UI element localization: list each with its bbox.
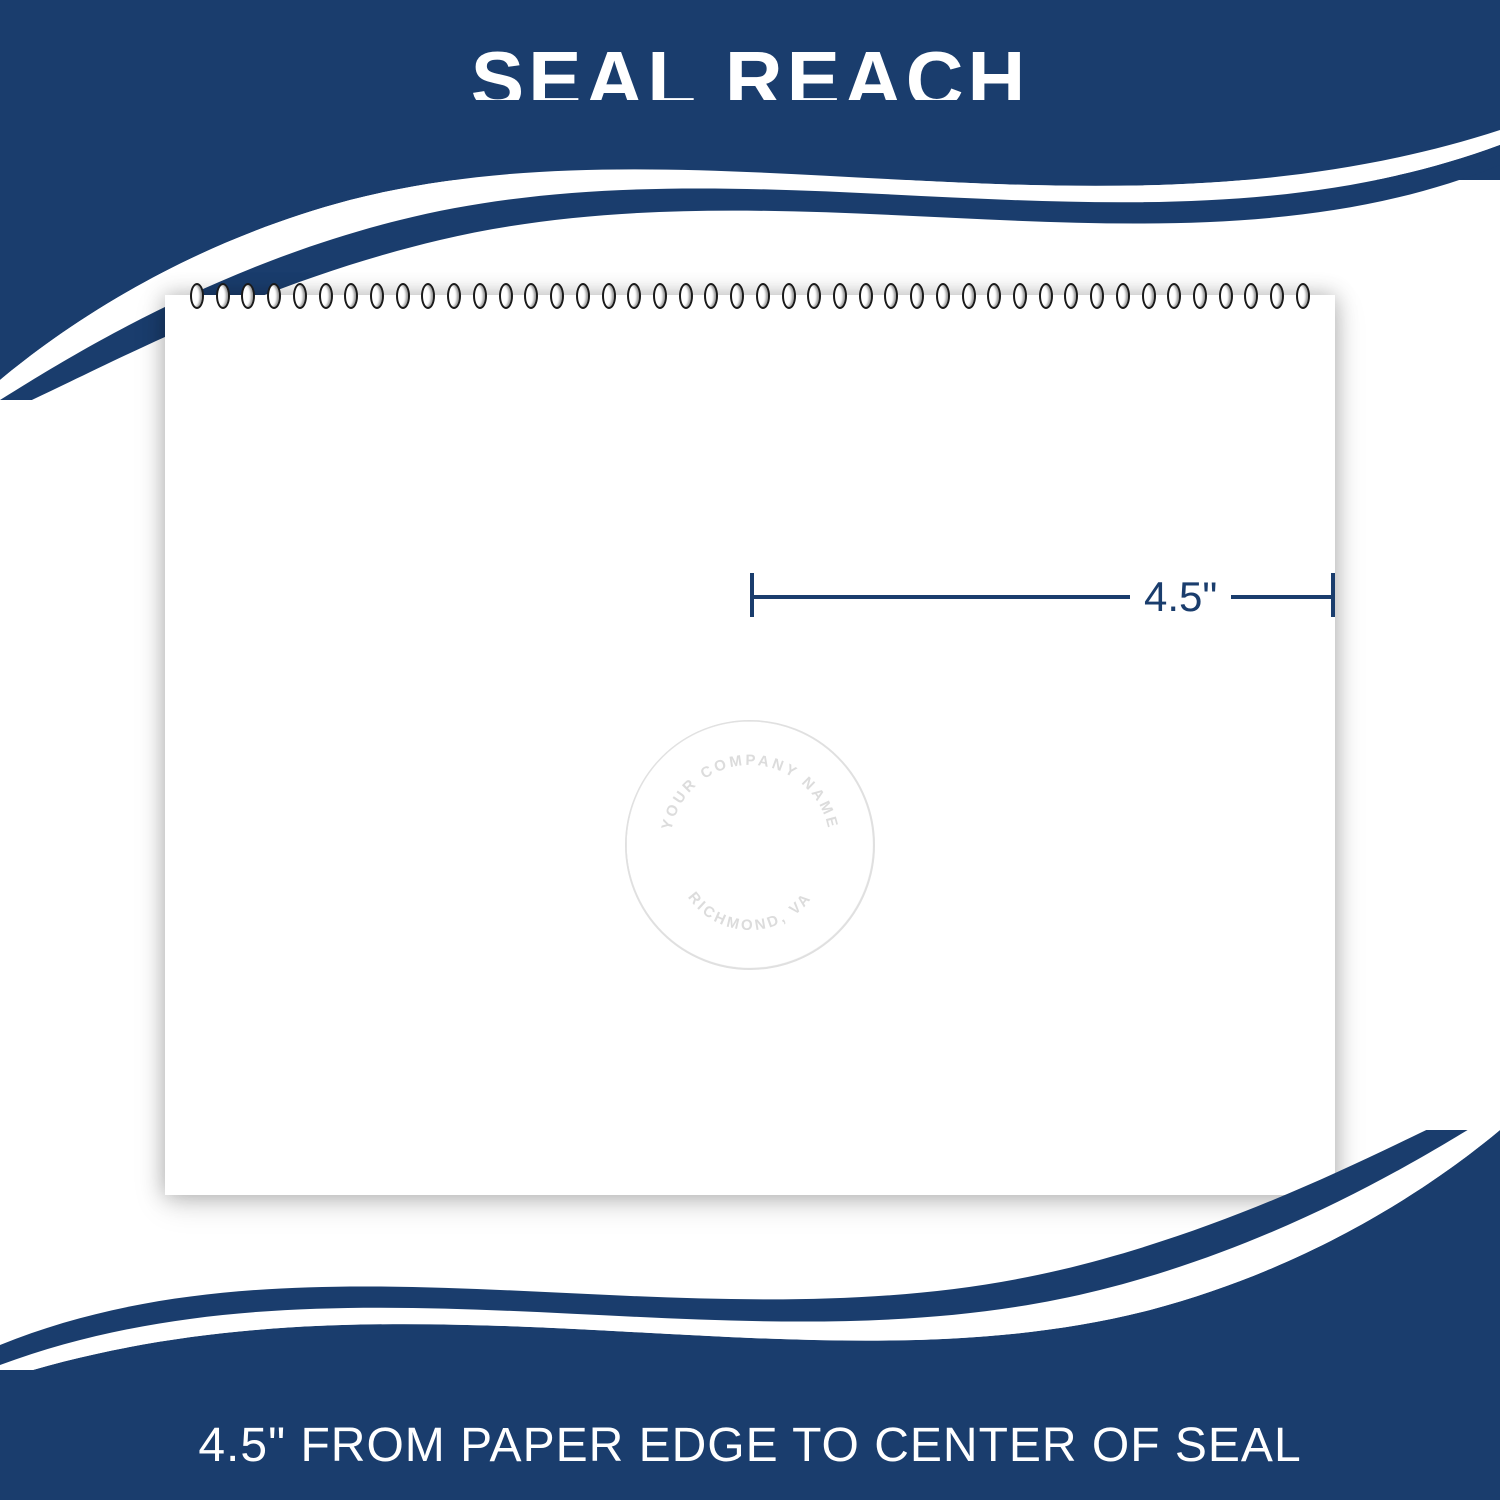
spiral-ring <box>756 283 770 309</box>
spiral-ring <box>1193 283 1207 309</box>
spiral-ring <box>936 283 950 309</box>
notepad: 4.5" <box>165 295 1335 1195</box>
spiral-ring <box>704 283 718 309</box>
spiral-ring <box>807 283 821 309</box>
spiral-ring <box>396 283 410 309</box>
measurement-line <box>750 595 1335 599</box>
spiral-ring <box>216 283 230 309</box>
measurement-indicator: 4.5" <box>750 565 1335 625</box>
footer-band: 4.5" FROM PAPER EDGE TO CENTER OF SEAL <box>0 1370 1500 1500</box>
spiral-ring <box>499 283 513 309</box>
spiral-ring <box>987 283 1001 309</box>
spiral-ring <box>576 283 590 309</box>
spiral-ring <box>473 283 487 309</box>
spiral-ring <box>1039 283 1053 309</box>
spiral-ring <box>447 283 461 309</box>
spiral-ring <box>524 283 538 309</box>
spiral-ring <box>370 283 384 309</box>
header-band: SEAL REACH <box>0 0 1500 180</box>
measurement-tick-right <box>1331 573 1335 617</box>
spiral-ring <box>1167 283 1181 309</box>
spiral-ring <box>782 283 796 309</box>
spiral-ring <box>1219 283 1233 309</box>
page-title: SEAL REACH <box>471 34 1030 126</box>
spiral-ring <box>653 283 667 309</box>
spiral-ring <box>550 283 564 309</box>
spiral-ring <box>1244 283 1258 309</box>
spiral-ring <box>1013 283 1027 309</box>
spiral-ring <box>190 283 204 309</box>
spiral-ring <box>627 283 641 309</box>
spiral-binding <box>190 283 1310 313</box>
spiral-ring <box>833 283 847 309</box>
spiral-ring <box>602 283 616 309</box>
spiral-ring <box>884 283 898 309</box>
spiral-ring <box>1142 283 1156 309</box>
spiral-ring <box>859 283 873 309</box>
spiral-ring <box>267 283 281 309</box>
measurement-value: 4.5" <box>1144 573 1217 621</box>
spiral-ring <box>293 283 307 309</box>
spiral-ring <box>1116 283 1130 309</box>
spiral-ring <box>241 283 255 309</box>
spiral-ring <box>910 283 924 309</box>
spiral-ring <box>1270 283 1284 309</box>
spiral-ring <box>421 283 435 309</box>
footer-caption: 4.5" FROM PAPER EDGE TO CENTER OF SEAL <box>198 1418 1301 1473</box>
spiral-ring <box>344 283 358 309</box>
spiral-ring <box>319 283 333 309</box>
embossed-seal: YOUR COMPANY NAME RICHMOND, VA <box>620 715 880 975</box>
spiral-ring <box>1090 283 1104 309</box>
spiral-ring <box>962 283 976 309</box>
spiral-ring <box>1296 283 1310 309</box>
spiral-ring <box>679 283 693 309</box>
measurement-label-box: 4.5" <box>1130 575 1231 619</box>
spiral-ring <box>730 283 744 309</box>
spiral-ring <box>1064 283 1078 309</box>
